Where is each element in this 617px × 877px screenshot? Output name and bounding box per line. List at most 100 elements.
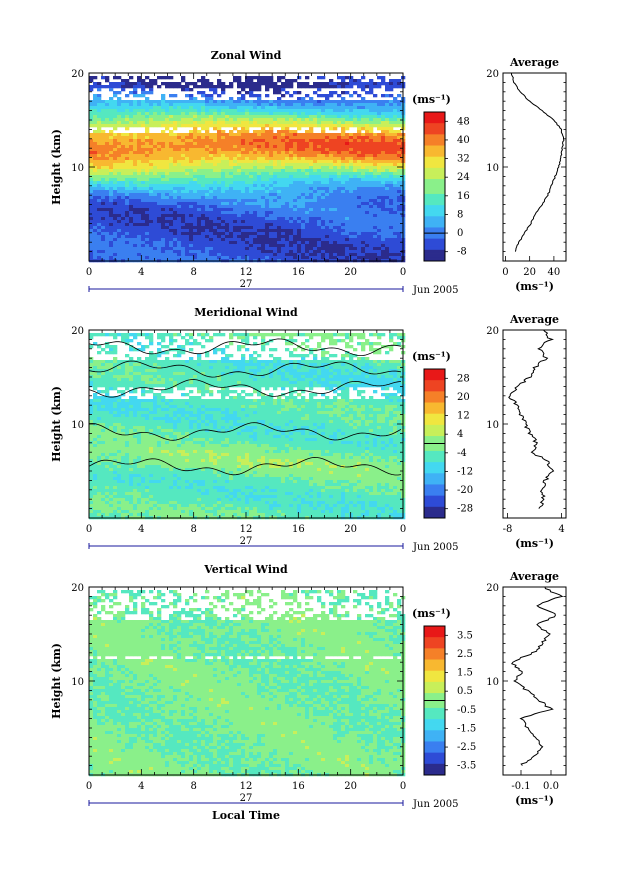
heatmap-cell: [229, 115, 233, 118]
heatmap-cell: [369, 118, 373, 121]
heatmap-cell: [357, 187, 361, 190]
heatmap-cell: [317, 187, 321, 190]
heatmap-cell: [189, 166, 193, 169]
heatmap-cell: [197, 235, 201, 238]
heatmap-cell: [197, 79, 201, 82]
heatmap-cell: [365, 238, 369, 241]
heatmap-cell: [193, 172, 197, 175]
heatmap-cell: [101, 151, 105, 154]
heatmap-cell: [357, 172, 361, 175]
heatmap-cell: [377, 181, 381, 184]
heatmap-cell: [273, 256, 277, 259]
heatmap-cell: [125, 211, 129, 214]
heatmap-cell: [329, 220, 333, 223]
heatmap-cell: [341, 97, 345, 100]
heatmap-cell: [353, 79, 357, 82]
heatmap-cell: [169, 112, 173, 115]
heatmap-cell: [297, 151, 301, 154]
heatmap-cell: [209, 169, 213, 172]
heatmap-cell: [237, 241, 241, 244]
heatmap-cell: [337, 199, 341, 202]
heatmap-cell: [213, 333, 217, 336]
heatmap-cell: [177, 169, 181, 172]
heatmap-cell: [185, 202, 189, 205]
heatmap-cell: [353, 244, 357, 247]
heatmap-cell: [181, 220, 185, 223]
heatmap-cell: [317, 202, 321, 205]
heatmap-cell: [241, 339, 245, 342]
heatmap-cell: [233, 100, 237, 103]
heatmap-cell: [293, 133, 297, 136]
heatmap-cell: [229, 175, 233, 178]
heatmap-cell: [357, 106, 361, 109]
heatmap-cell: [181, 193, 185, 196]
heatmap-cell: [213, 181, 217, 184]
heatmap-cell: [205, 172, 209, 175]
heatmap-cell: [109, 244, 113, 247]
heatmap-cell: [145, 160, 149, 163]
heatmap-cell: [389, 220, 393, 223]
heatmap-cell: [341, 109, 345, 112]
heatmap-cell: [225, 202, 229, 205]
heatmap-cell: [209, 199, 213, 202]
heatmap-cell: [325, 184, 329, 187]
heatmap-cell: [349, 139, 353, 142]
heatmap-cell: [241, 253, 245, 256]
heatmap-cell: [253, 82, 257, 85]
heatmap-cell: [121, 181, 125, 184]
heatmap-cell: [165, 205, 169, 208]
heatmap-cell: [365, 342, 369, 345]
heatmap-cell: [225, 235, 229, 238]
heatmap-cell: [397, 94, 401, 97]
heatmap-cell: [289, 229, 293, 232]
heatmap-cell: [325, 172, 329, 175]
heatmap-cell: [145, 145, 149, 148]
heatmap-cell: [297, 127, 301, 130]
heatmap-cell: [189, 202, 193, 205]
heatmap-cell: [297, 205, 301, 208]
heatmap-cell: [169, 166, 173, 169]
heatmap-cell: [289, 160, 293, 163]
heatmap-cell: [109, 166, 113, 169]
heatmap-cell: [205, 145, 209, 148]
heatmap-cell: [105, 115, 109, 118]
heatmap-cell: [113, 196, 117, 199]
heatmap-cell: [341, 172, 345, 175]
heatmap-cell: [397, 160, 401, 163]
heatmap-cell: [105, 217, 109, 220]
heatmap-cell: [345, 163, 349, 166]
heatmap-cell: [309, 238, 313, 241]
heatmap-cell: [105, 226, 109, 229]
heatmap-cell: [341, 106, 345, 109]
heatmap-cell: [193, 109, 197, 112]
heatmap-cell: [217, 202, 221, 205]
heatmap-cell: [289, 253, 293, 256]
heatmap-cell: [133, 211, 137, 214]
heatmap-cell: [309, 100, 313, 103]
heatmap-cell: [157, 333, 161, 336]
heatmap-cell: [257, 148, 261, 151]
heatmap-cell: [269, 118, 273, 121]
heatmap-cell: [313, 112, 317, 115]
heatmap-cell: [393, 220, 397, 223]
heatmap-cell: [297, 103, 301, 106]
heatmap-cell: [389, 88, 393, 91]
heatmap-cell: [177, 142, 181, 145]
heatmap-cell: [313, 178, 317, 181]
heatmap-cell: [321, 202, 325, 205]
heatmap-cell: [181, 226, 185, 229]
heatmap-cell: [333, 205, 337, 208]
heatmap-cell: [181, 157, 185, 160]
heatmap-cell: [373, 244, 377, 247]
heatmap-cell: [129, 106, 133, 109]
heatmap-cell: [149, 109, 153, 112]
heatmap-cell: [345, 136, 349, 139]
heatmap-cell: [385, 160, 389, 163]
heatmap-cell: [393, 211, 397, 214]
heatmap-cell: [117, 235, 121, 238]
heatmap-cell: [245, 136, 249, 139]
heatmap-cell: [101, 172, 105, 175]
heatmap-cell: [377, 106, 381, 109]
heatmap-cell: [345, 127, 349, 130]
heatmap-cell: [345, 100, 349, 103]
